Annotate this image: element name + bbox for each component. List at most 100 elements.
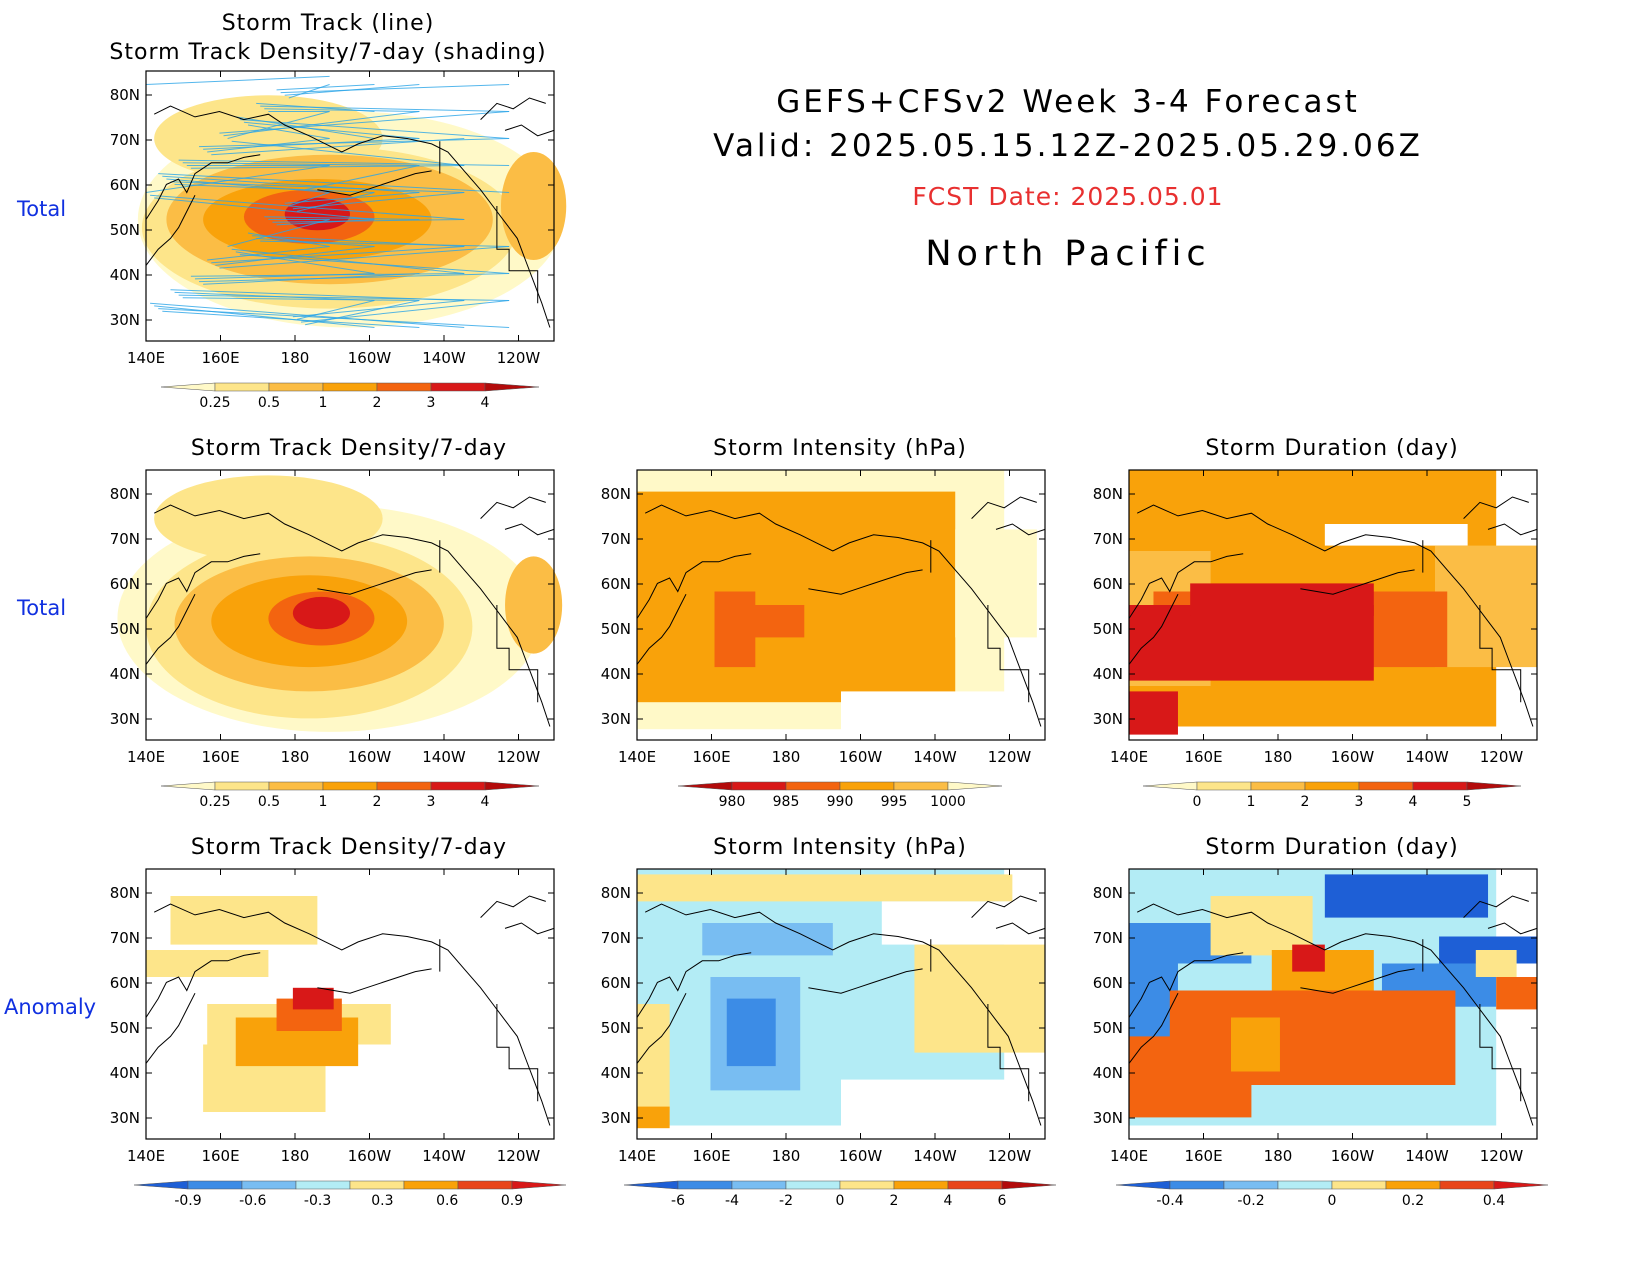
lat-tick-label: 60N [601, 974, 631, 992]
colorbar-swatch [295, 1180, 351, 1190]
lat-tick-label: 60N [1093, 974, 1123, 992]
lat-tick-label: 80N [110, 86, 140, 104]
panel-intensity-anom: 140E 160E 180 160W 140W 120W 80N 70N 60N 50N 40N 30… [601, 868, 1057, 1209]
lon-tick-label: 140W [1405, 748, 1449, 766]
lon-tick-label: 160E [201, 748, 239, 766]
colorbar-swatch [241, 1180, 297, 1190]
lat-tick-label: 50N [110, 221, 140, 239]
colorbar-duration-total-label: 2 [1301, 794, 1310, 810]
colorbar-top-label: 2 [373, 395, 382, 411]
colorbar-duration-anom-label: 0.4 [1483, 1193, 1505, 1209]
colorbar-swatch [214, 781, 270, 791]
panel-top-title-line2: Storm Track Density/7-day (shading) [109, 40, 547, 65]
colorbar-swatch [1412, 781, 1468, 791]
lon-tick-label: 160E [201, 1147, 239, 1165]
lon-tick-label: 120W [497, 1147, 541, 1165]
lon-tick-label: 120W [988, 748, 1032, 766]
lon-tick-label: 160W [348, 1147, 392, 1165]
colorbar-top-label: 4 [481, 395, 490, 411]
lat-tick-label: 40N [601, 665, 631, 683]
lat-tick-label: 40N [1093, 665, 1123, 683]
colorbar-density-total-label: 4 [481, 794, 490, 810]
lon-tick-label: 120W [497, 748, 541, 766]
colorbar-density-anom-label: -0.9 [174, 1193, 201, 1209]
lon-tick-label: 140E [1110, 748, 1148, 766]
colorbar-swatch [403, 1180, 459, 1190]
colorbar-top-label: 3 [427, 395, 436, 411]
colorbar-swatch [785, 1180, 841, 1190]
colorbar-swatch [160, 382, 216, 392]
lat-tick-label: 70N [1093, 929, 1123, 947]
lon-tick-label: 140W [422, 748, 466, 766]
colorbar-swatch [268, 781, 324, 791]
colorbar-swatch [893, 781, 949, 791]
colorbar-intensity-anom-label: 6 [998, 1193, 1007, 1209]
lat-tick-label: 60N [1093, 575, 1123, 593]
lon-tick-label: 160E [1184, 1147, 1222, 1165]
colorbar-swatch [430, 382, 486, 392]
colorbar-density-anom-label: 0.9 [501, 1193, 523, 1209]
lat-tick-label: 50N [601, 620, 631, 638]
lon-tick-label: 180 [281, 1147, 310, 1165]
colorbar-intensity-anom-label: 0 [836, 1193, 845, 1209]
lat-tick-label: 50N [110, 1019, 140, 1037]
colorbar-swatch [623, 1180, 679, 1190]
colorbar-intensity-total-label: 980 [719, 794, 746, 810]
lat-tick-label: 50N [1093, 620, 1123, 638]
colorbar-density-total-label: 2 [373, 794, 382, 810]
lat-tick-label: 80N [601, 884, 631, 902]
colorbar-intensity-anom-label: 2 [890, 1193, 899, 1209]
panel-density-total-title: Storm Track Density/7-day [190, 436, 508, 461]
colorbar-swatch [214, 382, 270, 392]
colorbar-swatch [839, 781, 895, 791]
colorbar-intensity-total-label: 990 [827, 794, 854, 810]
colorbar-intensity-anom-label: -2 [779, 1193, 793, 1209]
colorbar-swatch [1331, 1180, 1387, 1190]
lat-tick-label: 40N [110, 266, 140, 284]
colorbar-swatch [430, 781, 486, 791]
colorbar-duration-total-label: 1 [1247, 794, 1256, 810]
lat-tick-label: 70N [601, 929, 631, 947]
lon-tick-label: 160E [692, 748, 730, 766]
colorbar-duration-anom-label: 0 [1328, 1193, 1337, 1209]
colorbar-swatch [322, 382, 378, 392]
colorbar-swatch [376, 781, 432, 791]
lat-tick-label: 40N [110, 1064, 140, 1082]
lon-tick-label: 140E [618, 748, 656, 766]
colorbar-density-total-label: 0.25 [199, 794, 230, 810]
colorbar-swatch [484, 382, 540, 392]
colorbar-swatch [677, 781, 733, 791]
colorbar-swatch [731, 1180, 787, 1190]
panel-intensity-total-title: Storm Intensity (hPa) [713, 436, 967, 461]
panel-intensity-total: 140E 160E 180 160W 140W 120W 80N 70N 60N 50N 40N 30… [601, 469, 1046, 810]
lat-tick-label: 80N [1093, 485, 1123, 503]
lat-tick-label: 70N [1093, 530, 1123, 548]
lon-tick-label: 160W [348, 349, 392, 367]
colorbar-duration-anom-label: -0.2 [1237, 1193, 1264, 1209]
colorbar-swatch [511, 1180, 567, 1190]
colorbar-top-label: 0.5 [258, 395, 280, 411]
lat-tick-label: 70N [110, 929, 140, 947]
colorbar-swatch [1439, 1180, 1495, 1190]
colorbar-top-label: 0.25 [199, 395, 230, 411]
lat-tick-label: 40N [110, 665, 140, 683]
colorbar-swatch [349, 1180, 405, 1190]
lon-tick-label: 180 [772, 748, 801, 766]
colorbar-intensity-total-label: 985 [773, 794, 800, 810]
row-label-top: Total [17, 197, 67, 221]
row-label-total: Total [17, 596, 67, 620]
lon-tick-label: 180 [1264, 1147, 1293, 1165]
panel-top-storm-tracks: 140E 160E 180 160W 140W 120W80N70N60N50N40N30… [110, 70, 567, 411]
colorbar-duration-total-label: 0 [1193, 794, 1202, 810]
colorbar-swatch [1169, 1180, 1225, 1190]
colorbar-swatch [1277, 1180, 1333, 1190]
colorbar-swatch [1466, 781, 1522, 791]
colorbar-intensity-anom-label: -6 [671, 1193, 685, 1209]
forecast-date: FCST Date: 2025.05.01 [912, 182, 1224, 211]
main-title-line1: GEFS+CFSv2 Week 3-4 Forecast [776, 84, 1360, 120]
lat-tick-label: 30N [1093, 710, 1123, 728]
colorbar-density-anom-label: -0.3 [304, 1193, 331, 1209]
colorbar-swatch [1223, 1180, 1279, 1190]
colorbar-swatch [947, 781, 1003, 791]
